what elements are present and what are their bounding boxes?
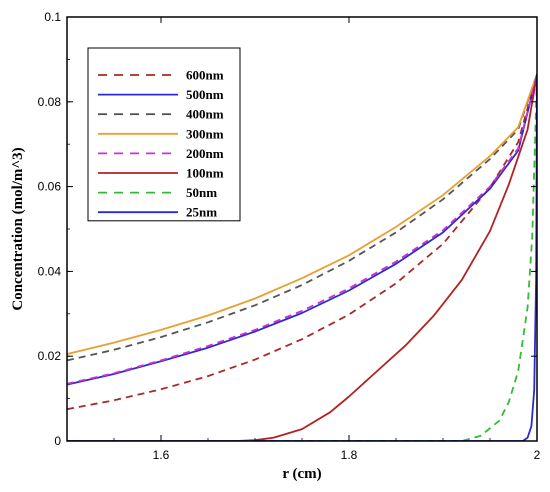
legend-label-50nm: 50nm [186,185,217,200]
series-line-200nm [67,73,537,385]
series-line-300nm [67,73,537,355]
legend: 600nm 500nm 400nm 300nm 200nm 100nm 50nm 25nm [87,47,241,222]
y-tick-label: 0.06 [38,180,62,194]
series-line-50nm [67,74,537,441]
x-axis-title: r (cm) [282,466,321,482]
legend-label-100nm: 100nm [186,166,224,181]
axis-ticks: 1.6 1.8 2 0 0.02 0.04 0.06 0.08 0.1 [38,10,541,462]
x-tick-label: 2 [534,448,541,462]
y-tick-label: 0.04 [38,264,62,278]
legend-label-600nm: 600nm [186,68,224,83]
y-tick-label: 0.1 [44,10,61,24]
series-line-600nm [67,73,537,411]
legend-label-25nm: 25nm [186,205,217,220]
series-line-25nm [67,74,537,441]
legend-label-500nm: 500nm [186,87,224,102]
x-tick-label: 1.6 [153,448,170,462]
y-tick-label: 0.02 [38,349,62,363]
legend-label-200nm: 200nm [186,146,224,161]
plot-lines [67,73,537,441]
x-tick-label: 1.8 [341,448,358,462]
legend-label-400nm: 400nm [186,107,224,122]
series-line-400nm [67,73,537,362]
y-tick-label: 0 [54,434,61,448]
y-tick-label: 0.08 [38,95,62,109]
series-line-100nm [67,74,537,441]
y-axis-title: Concentration (mol/m^3) [10,147,26,310]
legend-label-300nm: 300nm [186,126,224,141]
